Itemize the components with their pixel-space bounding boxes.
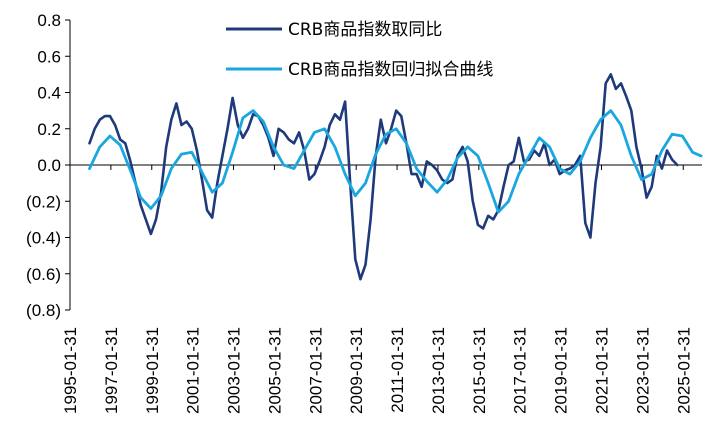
x-tick-label: 2015-01-31 bbox=[470, 327, 489, 414]
legend: CRB商品指数取同比 CRB商品指数回归拟合曲线 bbox=[226, 20, 493, 80]
y-tick-label: (0.2) bbox=[26, 192, 61, 211]
y-tick-label: 0.6 bbox=[37, 47, 61, 66]
y-tick-label: (0.8) bbox=[26, 301, 61, 320]
x-tick-label: 2007-01-31 bbox=[306, 327, 325, 414]
x-tick-label: 2009-01-31 bbox=[347, 327, 366, 414]
x-tick-label: 2003-01-31 bbox=[225, 327, 244, 414]
x-tick-label: 1995-01-31 bbox=[61, 327, 80, 414]
series-line-1 bbox=[88, 73, 679, 281]
x-tick-label: 2011-01-31 bbox=[388, 327, 407, 413]
y-tick-label: 0.0 bbox=[37, 156, 61, 175]
x-tick-label: 2025-01-31 bbox=[674, 327, 693, 414]
y-axis: 0.8 0.6 0.4 0.2 0.0 (0.2) (0.4) (0.6) (0.8) bbox=[26, 11, 71, 320]
legend-label-2: CRB商品指数回归拟合曲线 bbox=[288, 60, 493, 80]
x-axis: 1995-01-31 1997-01-31 1999-01-31 2001-01-31… bbox=[61, 164, 702, 414]
x-tick-label: 2013-01-31 bbox=[429, 327, 448, 414]
series-layer bbox=[88, 73, 703, 281]
x-tick-label: 2017-01-31 bbox=[511, 327, 530, 414]
y-tick-label: (0.6) bbox=[26, 265, 61, 284]
series-line-2 bbox=[88, 109, 703, 214]
y-tick-label: 0.4 bbox=[37, 84, 61, 103]
y-tick-label: 0.8 bbox=[37, 11, 61, 30]
x-tick-label: 2021-01-31 bbox=[592, 327, 611, 414]
x-tick-label: 2005-01-31 bbox=[265, 327, 284, 414]
legend-label-1: CRB商品指数取同比 bbox=[288, 20, 442, 40]
x-tick-label: 2023-01-31 bbox=[633, 327, 652, 414]
x-tick-label: 1999-01-31 bbox=[143, 327, 162, 414]
y-tick-label: 0.2 bbox=[37, 120, 61, 139]
x-tick-label: 2019-01-31 bbox=[552, 327, 571, 414]
x-tick-label: 1997-01-31 bbox=[102, 327, 121, 414]
y-tick-label: (0.4) bbox=[26, 229, 61, 248]
x-tick-label: 2001-01-31 bbox=[184, 327, 203, 414]
